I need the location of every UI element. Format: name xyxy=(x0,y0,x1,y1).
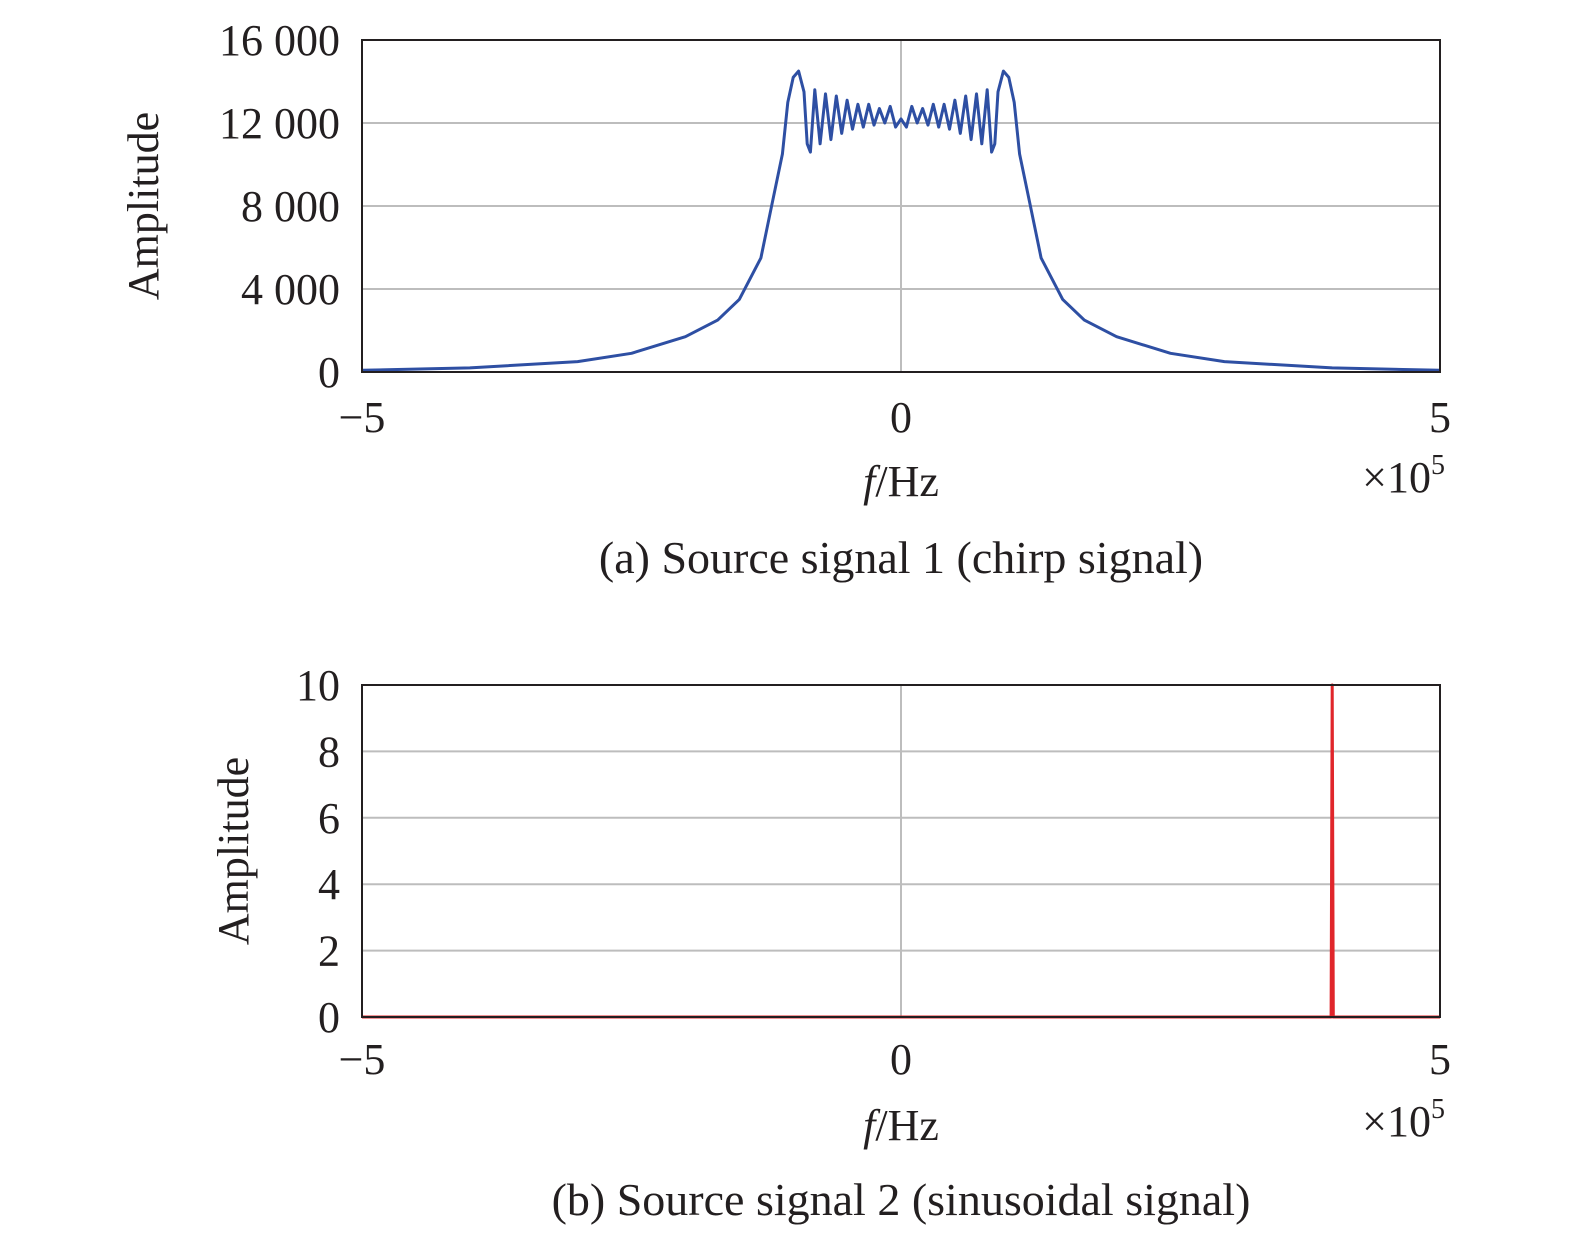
y-tick-label: 4 xyxy=(318,860,340,909)
y-axis-label: Amplitude xyxy=(209,757,258,945)
x-multiplier-base: ×10 xyxy=(1362,453,1431,502)
x-tick-label: −5 xyxy=(339,1035,386,1084)
y-tick-label: 16 000 xyxy=(219,16,340,65)
plot-frame xyxy=(361,39,1441,373)
y-tick-label: 0 xyxy=(318,348,340,397)
x-multiplier-exponent: 5 xyxy=(1431,1094,1445,1125)
x-axis-label-unit: /Hz xyxy=(875,1101,939,1150)
y-tick-label: 12 000 xyxy=(219,99,340,148)
y-tick-label: 8 xyxy=(318,727,340,776)
x-tick-label: 0 xyxy=(890,393,912,442)
y-tick-label: 10 xyxy=(296,661,340,710)
y-tick-label: 8 000 xyxy=(241,182,340,231)
y-tick-label: 6 xyxy=(318,794,340,843)
x-multiplier: ×105 xyxy=(1362,1094,1445,1146)
x-tick-label: 5 xyxy=(1429,1035,1451,1084)
x-multiplier: ×105 xyxy=(1362,450,1445,502)
chart-caption: (b) Source signal 2 (sinusoidal signal) xyxy=(552,1174,1251,1225)
x-axis-label: f/Hz xyxy=(863,1101,939,1150)
y-tick-label: 0 xyxy=(318,993,340,1042)
x-tick-label: −5 xyxy=(339,393,386,442)
x-axis-label: f/Hz xyxy=(863,457,939,506)
x-tick-label: 5 xyxy=(1429,393,1451,442)
x-multiplier-base: ×10 xyxy=(1362,1097,1431,1146)
y-axis-label: Amplitude xyxy=(119,112,168,300)
x-axis-label-unit: /Hz xyxy=(875,457,939,506)
chart-caption: (a) Source signal 1 (chirp signal) xyxy=(599,532,1203,583)
x-tick-label: 0 xyxy=(890,1035,912,1084)
y-tick-label: 4 000 xyxy=(241,265,340,314)
plot-frame xyxy=(361,684,1441,1018)
x-multiplier-exponent: 5 xyxy=(1431,450,1445,481)
series-line-0 xyxy=(361,69,1441,372)
y-tick-label: 2 xyxy=(318,927,340,976)
